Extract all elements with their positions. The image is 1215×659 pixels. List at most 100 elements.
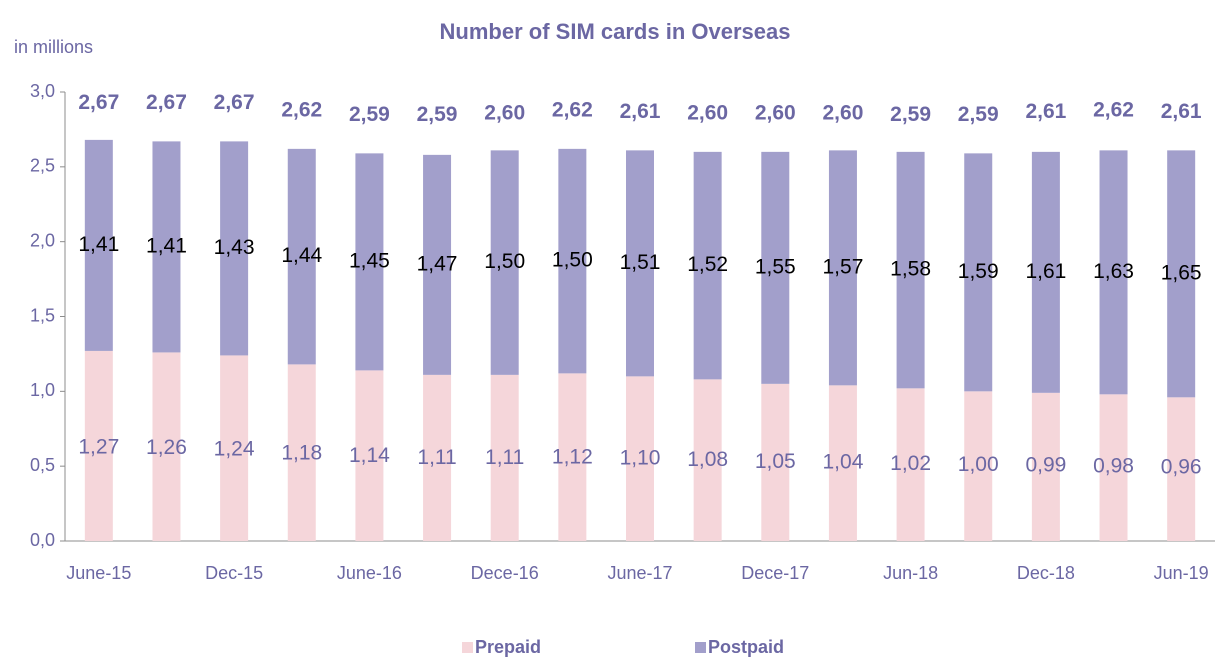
- bar-segment: [355, 153, 384, 371]
- bar-segment: [1031, 392, 1060, 541]
- x-tick-label: June-17: [607, 563, 672, 583]
- value-label: 1,11: [417, 446, 456, 469]
- value-label: 1,50: [484, 250, 525, 273]
- bar-segment: [1167, 397, 1196, 541]
- bar-segment: [287, 148, 316, 365]
- bar-segment: [84, 139, 113, 351]
- bar-segment: [1099, 394, 1128, 541]
- value-label: 1,52: [687, 253, 728, 276]
- bar-segment: [490, 150, 519, 375]
- total-label: 2,67: [78, 91, 119, 114]
- bar-segment: [84, 350, 113, 541]
- total-label: 2,62: [552, 98, 593, 121]
- bar-segment: [896, 151, 925, 389]
- total-label: 2,61: [1161, 100, 1202, 123]
- bar-segment: [761, 383, 790, 541]
- bar-segment: [828, 385, 857, 541]
- total-label: 2,60: [484, 101, 525, 124]
- value-label: 1,24: [214, 437, 255, 460]
- legend-swatch: [462, 642, 473, 653]
- bar-segment: [220, 141, 249, 356]
- y-tick-label: 2,5: [30, 156, 55, 176]
- total-label: 2,59: [349, 103, 390, 126]
- value-label: 1,11: [485, 446, 524, 469]
- bar-segment: [558, 373, 587, 541]
- x-tick-label: Dece-16: [471, 563, 539, 583]
- value-label: 0,96: [1161, 456, 1202, 479]
- bar-segment: [355, 370, 384, 541]
- bar-segment: [693, 151, 722, 380]
- bar-segment: [490, 374, 519, 541]
- value-label: 1,00: [958, 453, 999, 476]
- bar-segment: [220, 355, 249, 541]
- value-label: 1,14: [349, 444, 390, 467]
- value-label: 1,26: [146, 436, 187, 459]
- value-label: 1,08: [687, 448, 728, 471]
- bar-segment: [896, 388, 925, 541]
- x-tick-label: Dece-17: [741, 563, 809, 583]
- value-label: 1,02: [890, 452, 931, 475]
- value-label: 1,43: [214, 236, 255, 259]
- bar-segment: [287, 364, 316, 541]
- value-label: 1,51: [620, 251, 661, 274]
- x-tick-label: June-15: [66, 563, 131, 583]
- y-tick-label: 0,0: [30, 530, 55, 550]
- value-label: 1,59: [958, 260, 999, 283]
- bar-segment: [964, 153, 993, 392]
- y-tick-label: 3,0: [30, 81, 55, 101]
- chart-title: Number of SIM cards in Overseas: [440, 19, 791, 44]
- bar-segment: [558, 148, 587, 374]
- total-label: 2,59: [958, 103, 999, 126]
- value-label: 1,45: [349, 249, 390, 272]
- bar-segment: [828, 150, 857, 386]
- y-tick-label: 0,5: [30, 455, 55, 475]
- bar-segment: [423, 374, 452, 541]
- legend-label: Postpaid: [708, 637, 784, 657]
- bar-segment: [1099, 150, 1128, 395]
- value-label: 0,99: [1025, 454, 1066, 477]
- value-label: 1,41: [78, 233, 119, 256]
- value-label: 1,58: [890, 258, 931, 281]
- total-label: 2,60: [687, 101, 728, 124]
- value-label: 1,65: [1161, 261, 1202, 284]
- value-label: 1,50: [552, 249, 593, 272]
- value-label: 1,55: [755, 255, 796, 278]
- bar-segment: [423, 154, 452, 375]
- bar-segment: [964, 391, 993, 541]
- value-label: 1,18: [281, 441, 322, 464]
- total-label: 2,59: [890, 103, 931, 126]
- total-label: 2,62: [1093, 98, 1134, 121]
- x-tick-label: Jun-19: [1154, 563, 1209, 583]
- total-label: 2,59: [417, 103, 458, 126]
- value-label: 1,41: [146, 234, 187, 257]
- total-label: 2,61: [1025, 100, 1066, 123]
- total-label: 2,61: [620, 100, 661, 123]
- legend-label: Prepaid: [475, 637, 541, 657]
- legend-swatch: [695, 642, 706, 653]
- total-label: 2,67: [146, 91, 187, 114]
- y-tick-label: 1,0: [30, 380, 55, 400]
- value-label: 1,47: [417, 252, 458, 275]
- y-tick-label: 2,0: [30, 230, 55, 250]
- bar-segment: [1167, 150, 1196, 398]
- total-label: 2,62: [281, 98, 322, 121]
- bar-segment: [626, 150, 654, 377]
- value-label: 1,44: [281, 244, 322, 267]
- bar-segment: [761, 151, 790, 384]
- x-tick-label: Dec-15: [205, 563, 263, 583]
- value-label: 1,10: [620, 447, 661, 470]
- bar-segment: [1031, 151, 1060, 393]
- total-label: 2,60: [823, 101, 864, 124]
- bar-segment: [152, 141, 181, 353]
- bar-segment: [152, 352, 181, 541]
- value-label: 1,63: [1093, 260, 1134, 283]
- x-tick-label: June-16: [337, 563, 402, 583]
- value-label: 1,57: [823, 255, 864, 278]
- bar-segment: [626, 376, 654, 541]
- y-tick-label: 1,5: [30, 305, 55, 325]
- value-label: 1,12: [552, 445, 593, 468]
- value-label: 1,05: [755, 450, 796, 473]
- y-axis-label: in millions: [14, 37, 93, 57]
- x-tick-label: Jun-18: [883, 563, 938, 583]
